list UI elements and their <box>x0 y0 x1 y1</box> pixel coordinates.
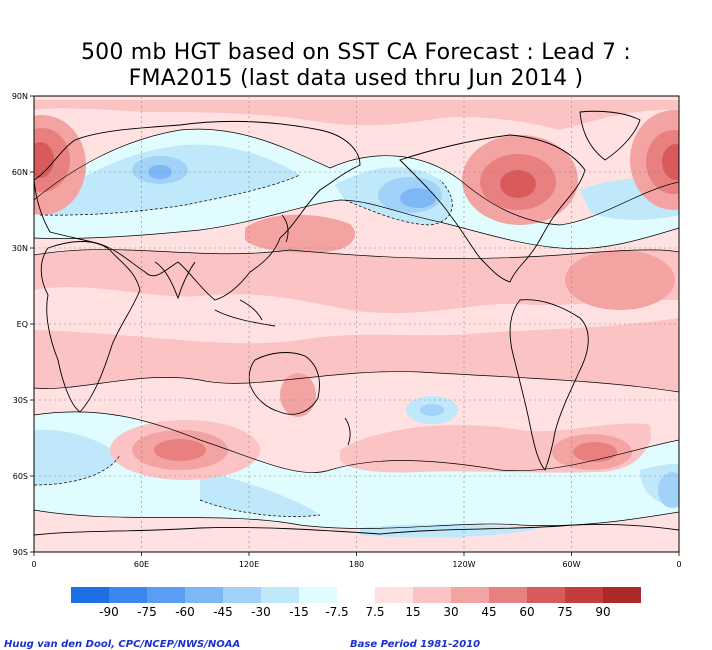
colorbar-tick-label: 90 <box>595 605 610 619</box>
map-title-line-2: FMA2015 (last data used thru Jun 2014 ) <box>128 66 584 91</box>
colorbar-swatch <box>413 587 451 603</box>
credit-base-period: Base Period 1981-2010 <box>350 639 481 650</box>
eurasia-outline <box>34 120 361 301</box>
lon-label: 60E <box>134 560 149 569</box>
colorbar-swatch <box>223 587 261 603</box>
indonesia-outline <box>214 299 276 327</box>
colorbar-swatch <box>261 587 299 603</box>
colorbar-tick-label: -30 <box>251 605 271 619</box>
colorbar-swatch <box>603 587 641 603</box>
colorbar-tick-label: 15 <box>405 605 420 619</box>
colorbar-tick-label: -60 <box>175 605 195 619</box>
europe-high-east-core <box>662 144 679 180</box>
lat-label: 30S <box>13 396 28 405</box>
negative-contour-lines <box>34 174 453 517</box>
lat-label: 60N <box>12 168 28 177</box>
arctic-positive <box>34 100 679 130</box>
colorbar-swatch <box>375 587 413 603</box>
lon-label: 180 <box>349 560 364 569</box>
south-america-outline <box>509 299 589 471</box>
colorbar-tick-label: 7.5 <box>365 605 384 619</box>
india-outline <box>154 261 196 300</box>
lat-label: 60S <box>13 472 28 481</box>
colorbar-tick-label: -15 <box>289 605 309 619</box>
colorbar-swatch <box>109 587 147 603</box>
japan-high <box>245 214 356 253</box>
colorbar <box>71 587 641 603</box>
colorbar-tick-label: -90 <box>99 605 119 619</box>
colorbar-swatch <box>565 587 603 603</box>
colorbar-swatch <box>451 587 489 603</box>
lat-label: EQ <box>17 320 28 329</box>
sh-negative-west <box>34 429 120 485</box>
graticule <box>34 96 679 552</box>
colorbar-swatch <box>147 587 185 603</box>
latitude-labels: 90N 60N 30N EQ 30S 60S 90S <box>12 92 28 557</box>
new-zealand-outline <box>344 417 351 446</box>
axis-ticks <box>30 95 680 556</box>
colorbar-tick-label: -7.5 <box>325 605 348 619</box>
lat-label: 90S <box>13 548 28 557</box>
lon-label: 0 <box>676 560 681 569</box>
lon-label: 120W <box>452 560 475 569</box>
colorbar-tick-label: 60 <box>519 605 534 619</box>
colorbar-tick-label: 30 <box>443 605 458 619</box>
antarctica-outline <box>34 523 679 536</box>
colorbar-swatch <box>527 587 565 603</box>
lon-label: 120E <box>239 560 259 569</box>
europe-high-west-core <box>34 142 54 178</box>
colorbar-swatch <box>489 587 527 603</box>
colorbar-swatch <box>337 587 375 603</box>
lon-label: 60W <box>562 560 580 569</box>
colorbar-swatch <box>185 587 223 603</box>
greenland-outline <box>579 110 641 161</box>
colorbar-tick-label: -75 <box>137 605 157 619</box>
australia-outline <box>248 352 320 415</box>
tropical-inner-band <box>34 287 679 344</box>
lat-label: 30N <box>12 244 28 253</box>
credit-author: Huug van den Dool, CPC/NCEP/NWS/NOAA <box>4 639 241 650</box>
colorbar-tick-label: -45 <box>213 605 233 619</box>
colorbar-tick-label: 75 <box>557 605 572 619</box>
colorbar-swatch <box>71 587 109 603</box>
contour-lines <box>34 128 679 529</box>
sh-negative-mid <box>200 470 320 517</box>
sh-neg-atlantic-core <box>658 472 679 508</box>
lon-label: 0 <box>31 560 36 569</box>
south-pacific-low-core <box>420 404 444 416</box>
lat-label: 90N <box>12 92 28 101</box>
canada-high-core <box>500 170 536 198</box>
indian-ocean-high-core <box>154 439 206 461</box>
colorbar-swatch <box>299 587 337 603</box>
australia-high <box>280 373 316 417</box>
colorbar-tick-label: 45 <box>481 605 496 619</box>
japan-outline <box>281 214 289 243</box>
longitude-labels: 0 60E 120E 180 120W 60W 0 <box>31 560 681 569</box>
africa-outline <box>40 241 141 413</box>
south-atlantic-high-core <box>573 442 617 462</box>
sh-low-ant <box>360 524 540 538</box>
pacific-low-core <box>400 188 436 208</box>
colorbar-labels: -90 -75 -60 -45 -30 -15 -7.5 7.5 15 30 45 60 75 90 <box>99 605 610 619</box>
atlantic-high <box>565 250 675 310</box>
map-title-line-1: 500 mb HGT based on SST CA Forecast : Le… <box>80 40 632 65</box>
